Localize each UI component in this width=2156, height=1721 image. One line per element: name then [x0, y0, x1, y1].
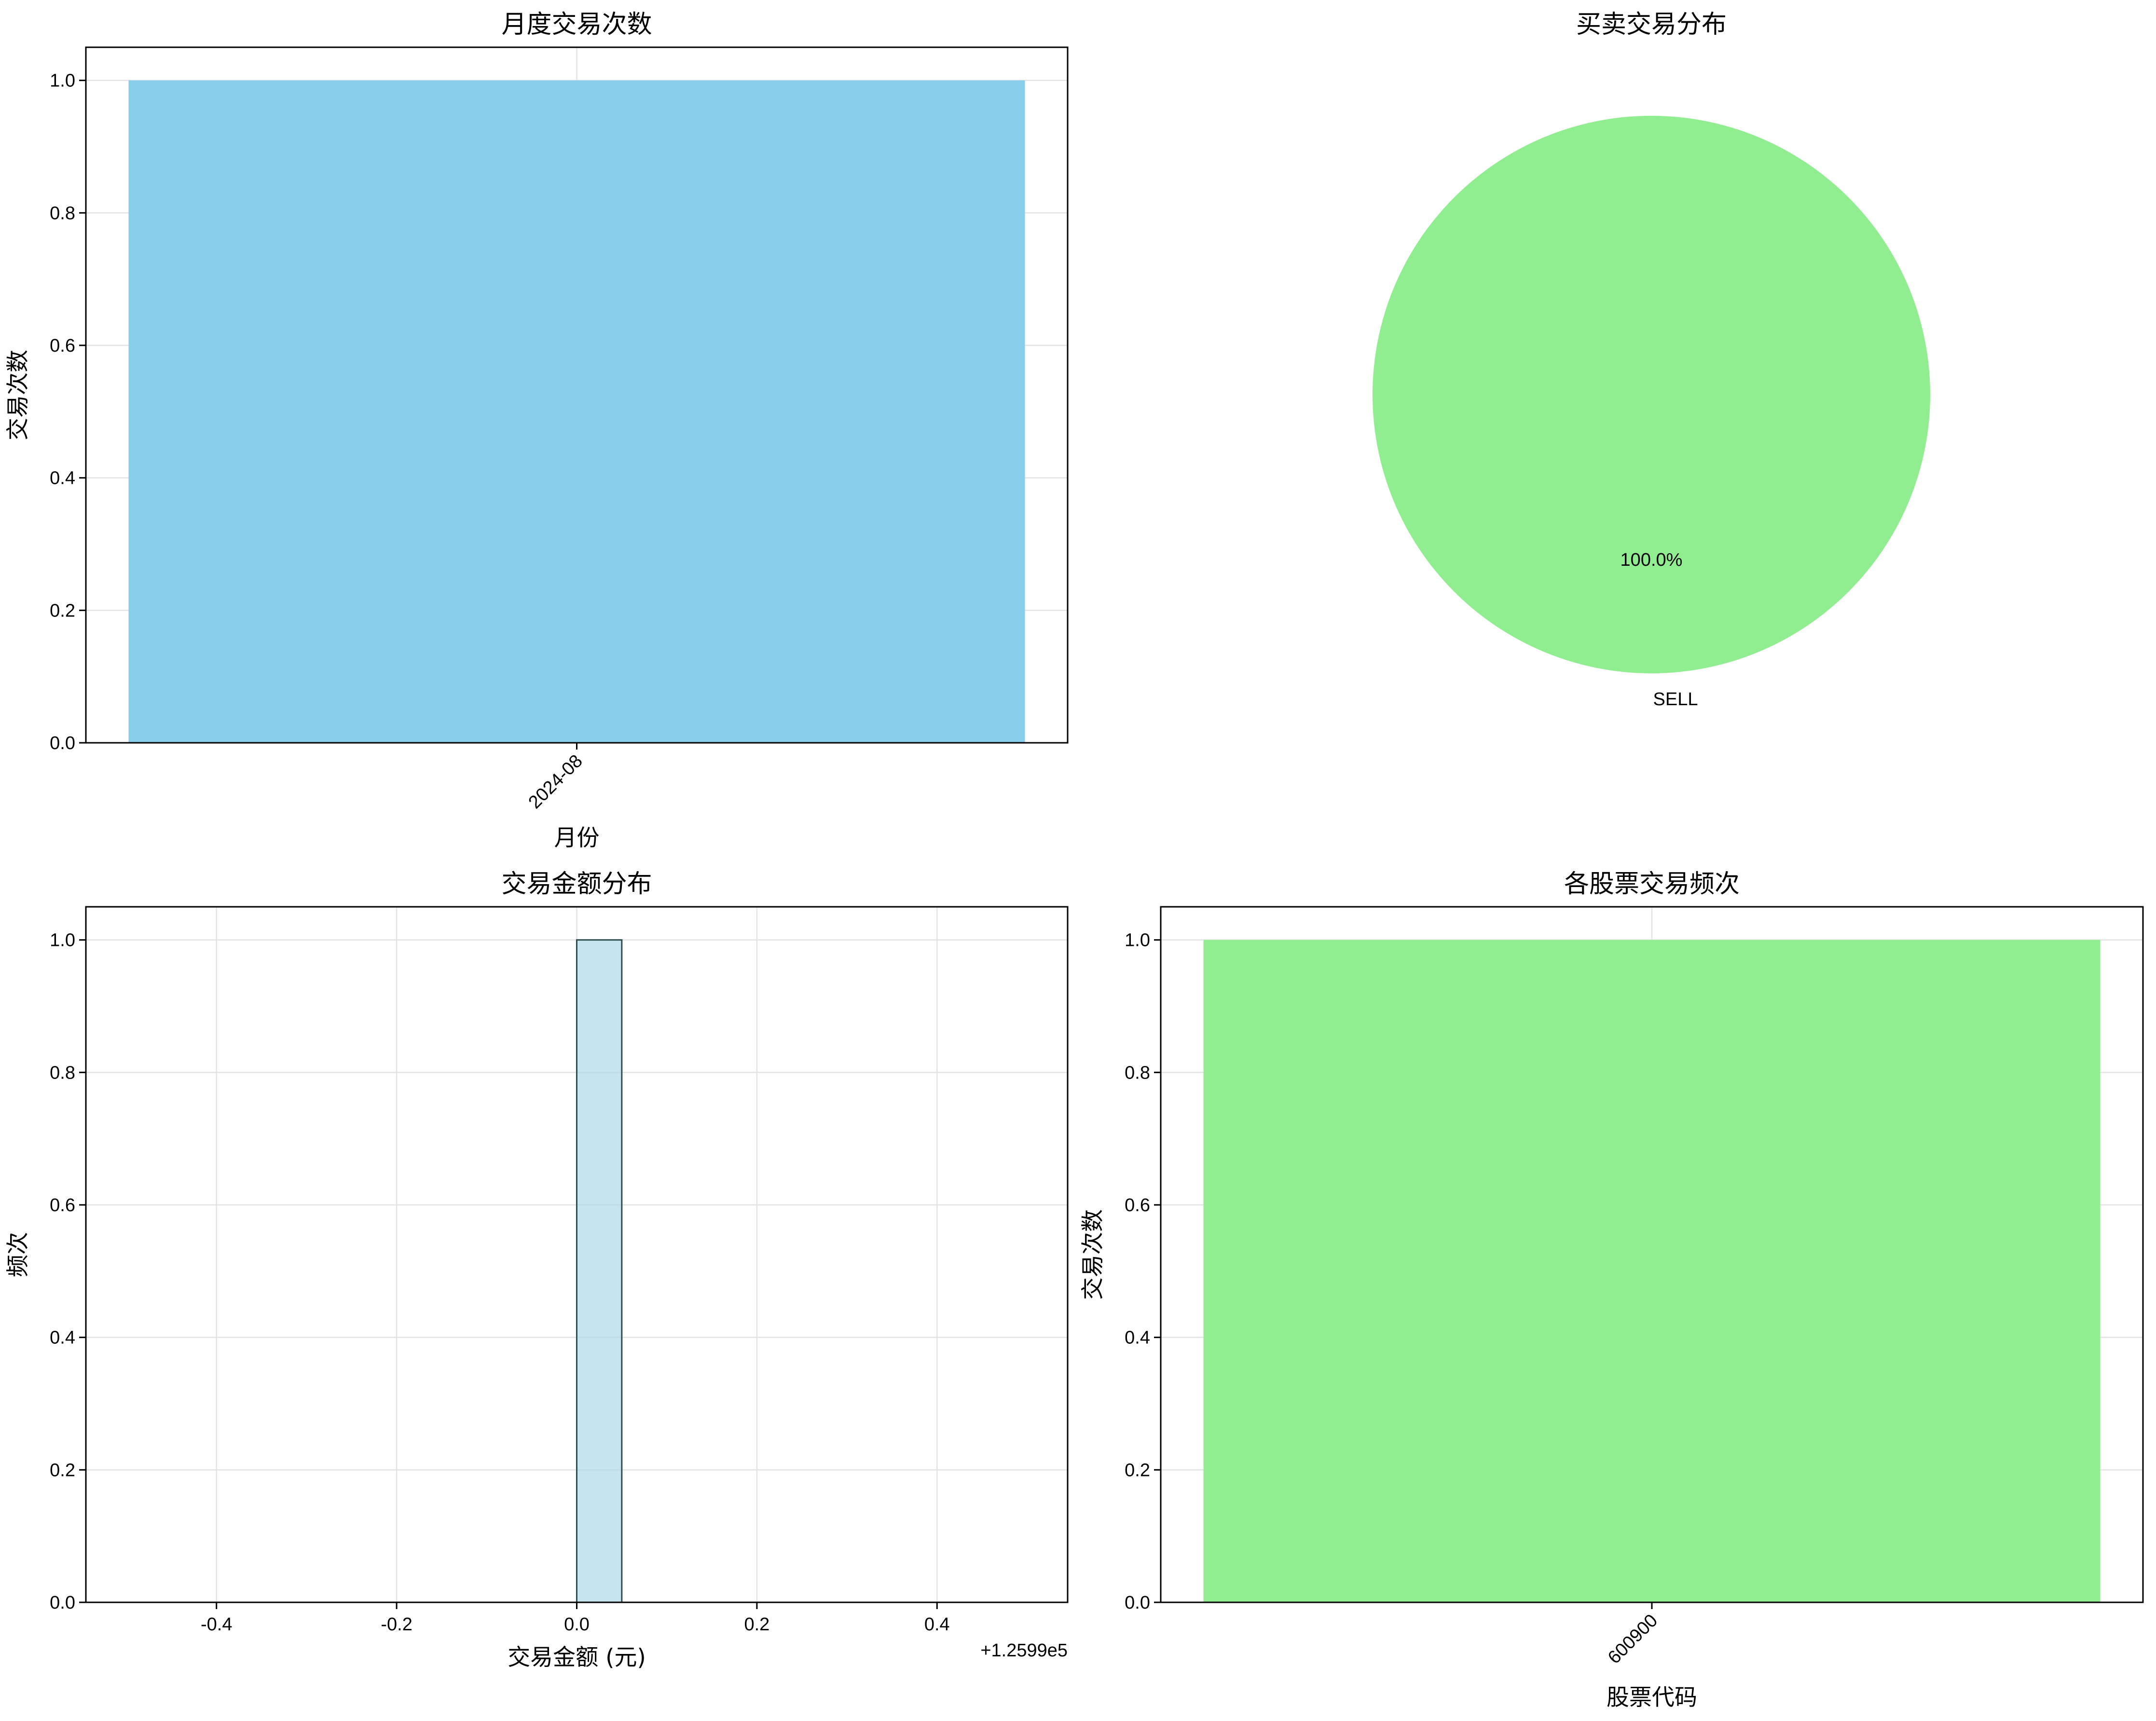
- bar: [128, 80, 1025, 743]
- y-tick-label: 0.8: [50, 1063, 75, 1083]
- y-tick-label: 1.0: [1125, 930, 1150, 951]
- monthly-trades-chart: 0.00.20.40.60.81.0 2024-08 月度交易次数 月份 交易次…: [5, 10, 1069, 851]
- x-tick-label: 0.4: [924, 1614, 950, 1635]
- y-tick-label: 0.0: [1125, 1593, 1150, 1613]
- y-tick-label: 0.8: [50, 203, 75, 223]
- chart-title: 买卖交易分布: [1576, 10, 1727, 39]
- x-tick-label: -0.4: [201, 1614, 232, 1635]
- y-tick-label: 0.0: [50, 1593, 75, 1613]
- stock-frequency-chart: 0.00.20.40.60.81.0 600900 各股票交易频次 股票代码 交…: [1080, 870, 2144, 1711]
- y-tick-label: 1.0: [50, 930, 75, 951]
- y-axis-label: 交易次数: [5, 350, 31, 440]
- y-tick-label: 1.0: [50, 71, 75, 91]
- pie-slice: [1373, 116, 1930, 673]
- x-tick-label: -0.2: [381, 1614, 412, 1635]
- y-tick-label: 0.4: [1125, 1328, 1150, 1348]
- y-ticks: 0.0 0.2 0.4 0.6 0.8 1.0: [50, 71, 86, 753]
- bars: [128, 80, 1025, 743]
- histogram-bar: [576, 939, 623, 1603]
- x-axis-label: 月份: [554, 825, 600, 851]
- pie-slices: 100.0% SELL: [1373, 116, 1930, 710]
- y-axis-label: 交易次数: [1080, 1209, 1106, 1300]
- x-axis-label: 交易金额 (元): [508, 1644, 646, 1671]
- x-axis-offset-label: +1.2599e5: [980, 1640, 1068, 1661]
- bars: [1203, 940, 2101, 1602]
- pie-slice-label: SELL: [1653, 689, 1698, 710]
- y-tick-label: 0.8: [1125, 1063, 1150, 1083]
- y-axis-label: 频次: [5, 1232, 31, 1277]
- y-ticks: 0.0 0.2 0.4 0.6 0.8 1.0: [1125, 930, 1161, 1613]
- y-tick-label: 0.6: [1125, 1195, 1150, 1216]
- y-tick-label: 0.0: [50, 733, 75, 753]
- x-tick-label: 0.0: [564, 1614, 590, 1635]
- y-tick-label: 0.2: [50, 1460, 75, 1480]
- chart-title: 各股票交易频次: [1564, 870, 1740, 899]
- amount-histogram: 0.0 0.2 0.4 0.6 0.8 1.0 -0.4 -0.2 0.0 0.2 0.4 +1.…: [5, 870, 1069, 1671]
- y-tick-label: 0.2: [50, 601, 75, 621]
- chart-title: 交易金额分布: [501, 870, 652, 899]
- chart-title: 月度交易次数: [501, 10, 652, 39]
- y-tick-label: 0.6: [50, 1195, 75, 1216]
- pie-percent-label: 100.0%: [1620, 550, 1683, 570]
- x-ticks: -0.4 -0.2 0.0 0.2 0.4: [201, 1602, 950, 1635]
- y-ticks: 0.0 0.2 0.4 0.6 0.8 1.0: [50, 930, 86, 1613]
- x-axis-label: 股票代码: [1607, 1684, 1697, 1711]
- y-tick-label: 0.4: [50, 468, 75, 489]
- bar: [1203, 940, 2101, 1602]
- y-tick-label: 0.2: [1125, 1460, 1150, 1480]
- buy-sell-pie-chart: 100.0% SELL 买卖交易分布: [1373, 10, 1930, 710]
- y-tick-label: 0.6: [50, 336, 75, 356]
- x-tick-label: 0.2: [744, 1614, 769, 1635]
- y-tick-label: 0.4: [50, 1328, 75, 1348]
